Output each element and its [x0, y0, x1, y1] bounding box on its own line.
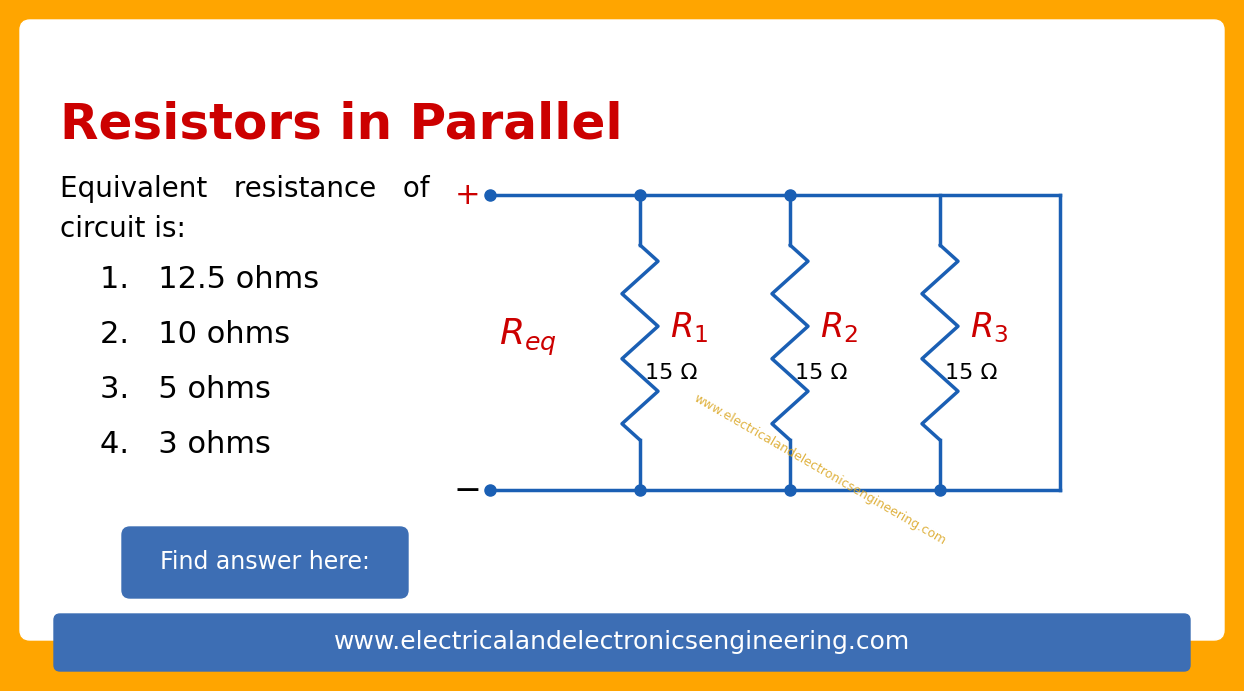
Text: www.electricalandelectronicsengineering.com: www.electricalandelectronicsengineering.…	[692, 392, 948, 548]
Text: Resistors in Parallel: Resistors in Parallel	[60, 100, 623, 148]
Text: $R_1$: $R_1$	[671, 310, 708, 345]
Text: $R_3$: $R_3$	[970, 310, 1008, 345]
Text: +: +	[455, 180, 481, 209]
Text: 3.   5 ohms: 3. 5 ohms	[100, 375, 271, 404]
Text: 2.   10 ohms: 2. 10 ohms	[100, 320, 290, 349]
Text: Equivalent   resistance   of: Equivalent resistance of	[60, 175, 429, 203]
Text: 1.   12.5 ohms: 1. 12.5 ohms	[100, 265, 320, 294]
Text: −: −	[454, 473, 481, 507]
Text: 15 Ω: 15 Ω	[795, 363, 847, 383]
Text: www.electricalandelectronicsengineering.com: www.electricalandelectronicsengineering.…	[333, 630, 911, 654]
FancyBboxPatch shape	[122, 527, 408, 598]
Text: $R_{eq}$: $R_{eq}$	[499, 317, 557, 358]
Text: 4.   3 ohms: 4. 3 ohms	[100, 430, 271, 459]
FancyBboxPatch shape	[20, 20, 1224, 640]
Text: Find answer here:: Find answer here:	[160, 550, 369, 574]
Text: 15 Ω: 15 Ω	[644, 363, 698, 383]
Text: circuit is:: circuit is:	[60, 215, 185, 243]
Text: 15 Ω: 15 Ω	[945, 363, 998, 383]
FancyBboxPatch shape	[53, 614, 1191, 671]
Text: $R_2$: $R_2$	[820, 310, 858, 345]
